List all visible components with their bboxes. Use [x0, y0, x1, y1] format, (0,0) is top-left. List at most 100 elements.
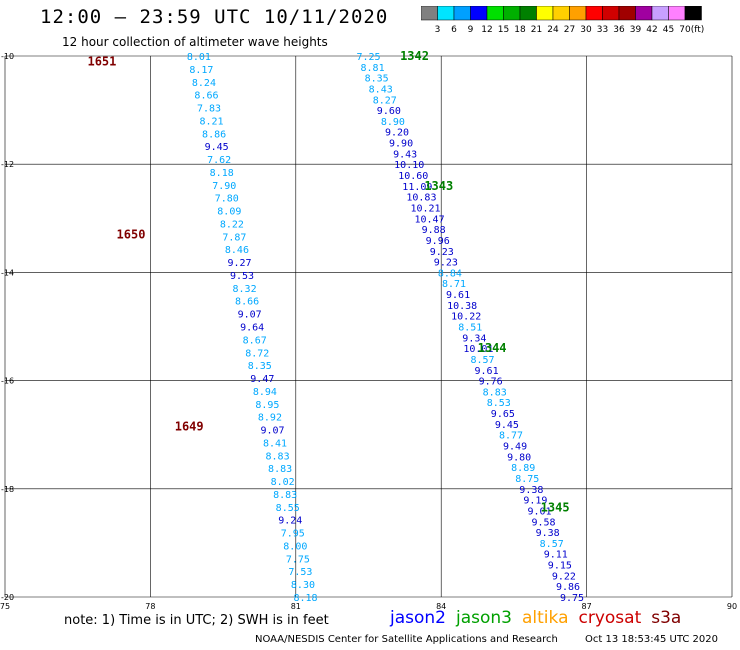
y-tick-label: -16 — [1, 377, 14, 386]
swh-value: 10.60 — [398, 171, 428, 182]
swh-value: 8.02 — [271, 477, 295, 488]
swh-value: 8.18 — [293, 593, 317, 604]
swh-value: 9.90 — [389, 139, 413, 150]
x-tick-label: 78 — [145, 602, 155, 611]
swh-value: 9.64 — [240, 323, 264, 334]
color-scale-label: 36 — [613, 25, 625, 35]
altimeter-chart: 75 78 81 84 87 90 -10 -12 -14 -16 -18 -20 8.01 8.17 8.… — [0, 49, 737, 611]
swh-value: 9.24 — [278, 516, 302, 527]
swh-value: 10.83 — [406, 193, 436, 204]
swh-value: 8.21 — [200, 116, 224, 127]
swh-value: 8.51 — [458, 323, 482, 334]
swh-value: 9.45 — [495, 420, 519, 431]
swh-value: 8.43 — [369, 84, 393, 95]
pass-number-label: 1343 — [424, 179, 453, 193]
swh-value: 8.90 — [381, 117, 405, 128]
swh-value: 8.57 — [470, 355, 494, 366]
generated-timestamp: Oct 13 18:53:45 UTC 2020 — [585, 634, 718, 645]
swh-value: 8.86 — [202, 129, 226, 140]
swh-value: 10.01 — [463, 344, 493, 355]
swh-value: 9.75 — [560, 593, 584, 604]
x-tick-label: 90 — [727, 602, 737, 611]
swh-value: 8.53 — [487, 398, 511, 409]
swh-value: 8.24 — [192, 78, 216, 89]
swh-value: 9.61 — [475, 366, 499, 377]
swh-value: 9.34 — [462, 333, 486, 344]
color-scale-label: 12 — [481, 25, 492, 35]
color-scale-label: 24 — [547, 25, 559, 35]
color-scale-label: 6 — [451, 25, 457, 35]
swh-value: 8.95 — [255, 400, 279, 411]
swh-value: 8.66 — [194, 91, 218, 102]
pass-number-label: 1344 — [478, 341, 507, 355]
swh-value: 8.55 — [276, 503, 300, 514]
swh-value: 9.11 — [544, 550, 568, 561]
swh-value: 9.19 — [523, 496, 547, 507]
swh-value: 9.23 — [430, 247, 454, 258]
swh-value: 9.22 — [552, 571, 576, 582]
x-tick-label: 87 — [582, 602, 592, 611]
swh-value: 8.09 — [217, 207, 241, 218]
y-tick-label: -20 — [1, 593, 14, 602]
swh-value: 10.38 — [447, 301, 477, 312]
credit-text: NOAA/NESDIS Center for Satellite Applica… — [255, 634, 558, 645]
swh-value: 9.43 — [393, 149, 417, 160]
swh-value: 10.21 — [410, 203, 440, 214]
x-tick-label: 84 — [436, 602, 446, 611]
swh-value: 8.01 — [187, 52, 211, 63]
swh-value: 8.46 — [225, 245, 249, 256]
color-scale-unit: (ft) — [691, 25, 705, 35]
swh-value: 7.62 — [207, 155, 231, 166]
swh-value: 8.00 — [283, 541, 307, 552]
color-scale-label: 9 — [468, 25, 474, 35]
color-scale-label: 70 — [679, 25, 691, 35]
legend-entry-cryosat: cryosat — [578, 608, 642, 628]
swh-value: 7.75 — [286, 554, 310, 565]
swh-value: 7.83 — [197, 104, 221, 115]
chart-subtitle: 12 hour collection of altimeter wave hei… — [62, 35, 328, 49]
footnote: note: 1) Time is in UTC; 2) SWH is in fe… — [64, 613, 329, 628]
color-scale-label: 18 — [514, 25, 526, 35]
swh-value: 7.87 — [222, 232, 246, 243]
swh-value: 9.07 — [260, 426, 284, 437]
swh-value: 9.27 — [227, 258, 251, 269]
swh-value: 8.67 — [243, 335, 267, 346]
color-scale-label: 45 — [663, 25, 674, 35]
color-swatch — [684, 6, 702, 21]
y-tick-label: -18 — [1, 485, 14, 494]
swh-value: 9.80 — [507, 452, 531, 463]
swh-value: 8.57 — [540, 539, 564, 550]
legend-entry-jason2: jason2 — [390, 608, 446, 628]
satellite-legend: jason2 jason3 altika cryosat s3a — [390, 608, 691, 628]
swh-value: 9.38 — [519, 485, 543, 496]
swh-value: 9.60 — [377, 106, 401, 117]
swh-value: 8.89 — [511, 463, 535, 474]
swh-value: 9.15 — [548, 561, 572, 572]
swh-value: 9.07 — [238, 310, 262, 321]
color-scale-label: 42 — [646, 25, 657, 35]
pass-number-label: 1342 — [400, 49, 429, 63]
swh-value: 9.23 — [434, 258, 458, 269]
swh-value: 8.18 — [210, 168, 234, 179]
y-tick-label: -14 — [1, 268, 14, 277]
swh-value: 9.49 — [503, 442, 527, 453]
pass-number-label: 1651 — [87, 54, 116, 68]
footer-credits: NOAA/NESDIS Center for Satellite Applica… — [255, 634, 718, 645]
swh-value: 9.58 — [532, 517, 556, 528]
swh-value: 7.95 — [281, 529, 305, 540]
swh-value: 8.41 — [263, 438, 287, 449]
swh-value: 8.35 — [365, 74, 389, 85]
swh-value: 9.65 — [491, 409, 515, 420]
legend-entry-s3a: s3a — [651, 608, 682, 628]
color-scale-label: 15 — [498, 25, 509, 35]
swh-value: 9.96 — [426, 236, 450, 247]
swh-value: 9.20 — [385, 128, 409, 139]
color-scale-label: 39 — [630, 25, 642, 35]
swh-value: 10.22 — [451, 312, 481, 323]
swh-value: 9.76 — [479, 377, 503, 388]
swh-value: 7.53 — [288, 567, 312, 578]
swh-value: 8.66 — [235, 297, 259, 308]
swh-value: 11.09 — [402, 182, 432, 193]
pass-number-label: 1650 — [117, 228, 146, 242]
color-scale-label: 30 — [580, 25, 592, 35]
